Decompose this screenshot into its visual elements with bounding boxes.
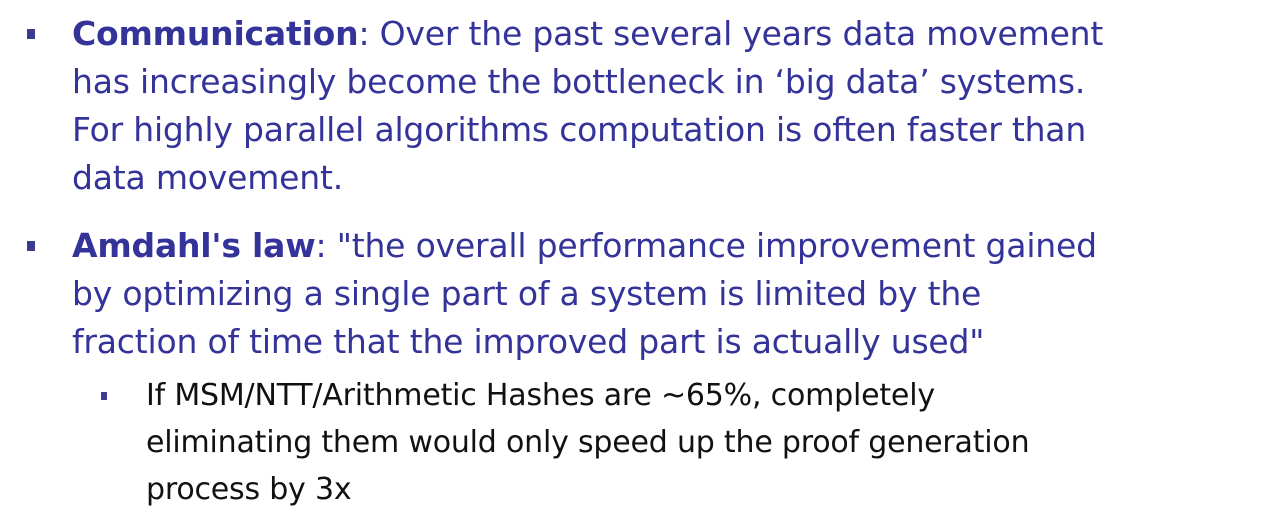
square-bullet-icon	[27, 241, 35, 251]
sub-bullet-line: eliminating them would only speed up the…	[146, 425, 1030, 460]
bullet-line: Communication: Over the past several yea…	[72, 10, 1272, 58]
bullet-term: Communication	[72, 14, 359, 53]
bullet-term: Amdahl's law	[72, 226, 316, 265]
sub-bullet-line: process by 3x	[146, 472, 352, 507]
sub-bullet-msm: If MSM/NTT/Arithmetic Hashes are ~65%, c…	[101, 372, 1246, 513]
square-bullet-icon	[101, 392, 107, 400]
bullet-line: data movement.	[72, 158, 343, 197]
bullet-line: Amdahl's law: "the overall performance i…	[72, 222, 1272, 270]
square-bullet-icon	[27, 29, 35, 39]
bullet-communication: Communication: Over the past several yea…	[27, 10, 1272, 202]
bullet-line: by optimizing a single part of a system …	[72, 274, 982, 313]
sub-bullet-line: If MSM/NTT/Arithmetic Hashes are ~65%, c…	[146, 378, 935, 413]
bullet-line: has increasingly become the bottleneck i…	[72, 62, 1086, 101]
bullet-text: : "the overall performance improvement g…	[315, 226, 1098, 265]
bullet-amdahls-law: Amdahl's law: "the overall performance i…	[27, 222, 1272, 366]
bullet-line: fraction of time that the improved part …	[72, 322, 985, 361]
bullet-line: For highly parallel algorithms computati…	[72, 110, 1087, 149]
bullet-text: : Over the past several years data movem…	[358, 14, 1104, 53]
